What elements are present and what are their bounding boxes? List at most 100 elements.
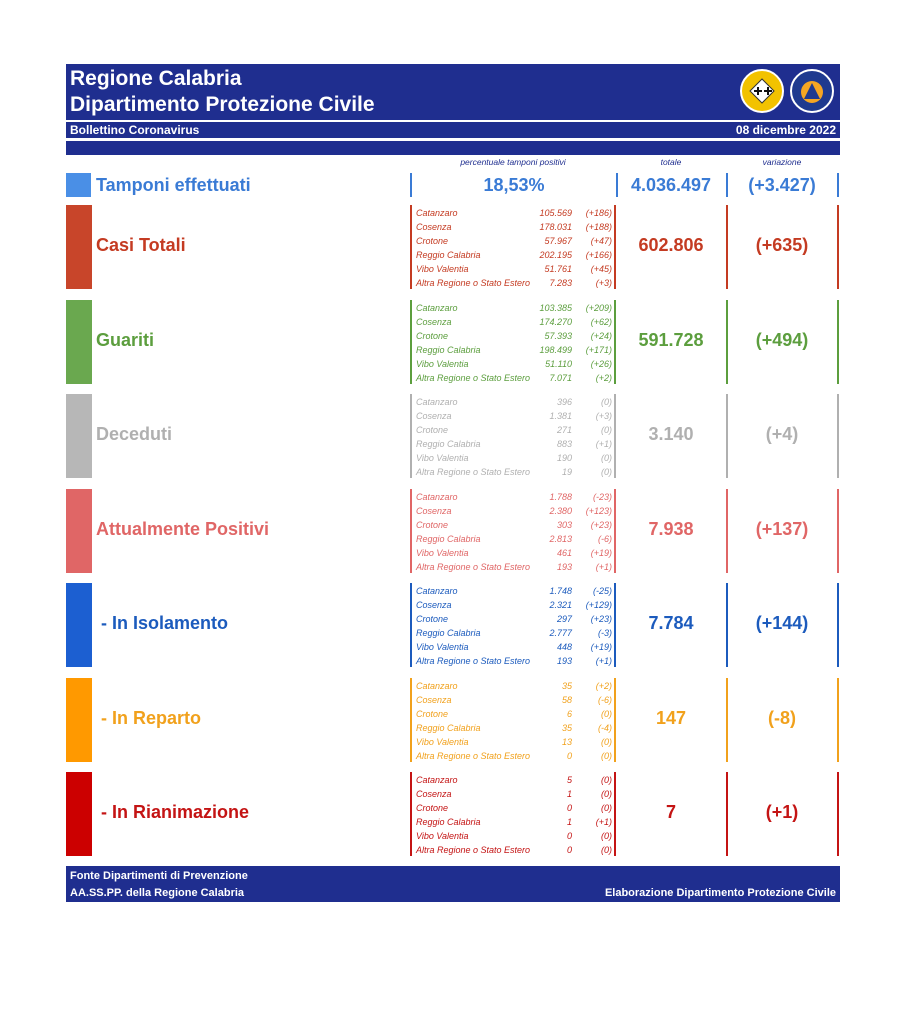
province-value: 2.321: [549, 600, 572, 610]
province-delta: (0): [601, 453, 612, 463]
category-label: Deceduti: [96, 424, 173, 444]
category-change: (+144): [755, 613, 809, 633]
province-value: 202.195: [539, 250, 572, 260]
province-row: Reggio Calabria 1 (+1): [416, 815, 614, 829]
title-department: Dipartimento Protezione Civile: [70, 93, 375, 116]
province-row: Cosenza 2.380 (+123): [416, 504, 614, 518]
province-delta: (+1): [595, 656, 612, 666]
province-row: Reggio Calabria 883 (+1): [416, 437, 614, 451]
province-name: Catanzaro: [416, 303, 458, 313]
province-delta: (0): [601, 789, 612, 799]
bulletin: Regione Calabria Dipartimento Protezione…: [66, 64, 840, 197]
province-row: Reggio Calabria 2.777 (-3): [416, 626, 614, 640]
province-delta: (-25): [592, 586, 612, 596]
logos: [740, 69, 834, 113]
category-row: Guariti Catanzaro 103.385 (+209) Cosenza 174.…: [66, 300, 840, 384]
header: Regione Calabria Dipartimento Protezione…: [66, 64, 840, 120]
province-name: Vibo Valentia: [416, 642, 469, 652]
footer-asp: AA.SS.PP. della Regione Calabria: [70, 887, 245, 899]
province-row: Vibo Valentia 0 (0): [416, 829, 614, 843]
province-delta: (+123): [585, 506, 612, 516]
province-value: 57.393: [544, 331, 572, 341]
category-total: 7.784: [648, 613, 694, 633]
province-row: Crotone 57.393 (+24): [416, 329, 614, 343]
province-delta: (+23): [590, 614, 612, 624]
province-name: Cosenza: [416, 789, 452, 799]
category-color-bar: [66, 205, 92, 289]
province-value: 2.813: [549, 534, 572, 544]
province-delta: (+45): [590, 264, 612, 274]
province-delta: (+1): [595, 439, 612, 449]
province-name: Vibo Valentia: [416, 453, 469, 463]
province-row: Catanzaro 105.569 (+186): [416, 206, 614, 220]
province-delta: (+186): [585, 208, 612, 218]
tamponi-label: Tamponi effettuati: [96, 175, 251, 195]
divider: [726, 300, 728, 384]
province-row: Vibo Valentia 51.110 (+26): [416, 357, 614, 371]
province-delta: (-3): [598, 628, 612, 638]
category-color-bar: [66, 300, 92, 384]
province-delta: (0): [601, 845, 612, 855]
province-delta: (-23): [592, 492, 612, 502]
province-value: 1: [566, 817, 572, 827]
province-value: 6: [566, 709, 572, 719]
province-name: Catanzaro: [416, 397, 458, 407]
province-name: Cosenza: [416, 600, 452, 610]
province-delta: (0): [601, 775, 612, 785]
category-label: - In Isolamento: [96, 613, 229, 633]
footer-elaboration: Elaborazione Dipartimento Protezione Civ…: [604, 887, 836, 899]
province-value: 297: [556, 614, 572, 624]
province-row: Reggio Calabria 198.499 (+171): [416, 343, 614, 357]
province-delta: (0): [601, 803, 612, 813]
province-row: Crotone 6 (0): [416, 707, 614, 721]
category-color-bar: [66, 394, 92, 478]
divider: [410, 173, 412, 197]
province-name: Crotone: [416, 331, 449, 341]
province-name: Altra Regione o Stato Estero: [416, 467, 531, 477]
category-row: - In Isolamento Catanzaro 1.748 (-25) Cosenz…: [66, 583, 840, 667]
province-name: Altra Regione o Stato Estero: [416, 845, 531, 855]
province-row: Altra Regione o Stato Estero 7.283 (+3): [416, 276, 614, 290]
divider: [726, 678, 728, 762]
province-breakdown: Catanzaro 35 (+2) Cosenza 58 (-6) Crotone 6 (0) R…: [410, 678, 616, 762]
province-row: Cosenza 178.031 (+188): [416, 220, 614, 234]
province-name: Catanzaro: [416, 775, 458, 785]
footer: Fonte Dipartimenti di Prevenzione AA.SS.…: [66, 866, 840, 902]
province-row: Crotone 303 (+23): [416, 518, 614, 532]
divider: [837, 678, 839, 762]
divider: [837, 583, 839, 667]
province-value: 271: [556, 425, 572, 435]
category-total: 3.140: [648, 424, 694, 444]
province-delta: (+2): [595, 681, 612, 691]
province-value: 1.381: [549, 411, 572, 421]
province-row: Catanzaro 1.788 (-23): [416, 490, 614, 504]
title-region: Regione Calabria: [70, 67, 242, 90]
province-row: Altra Regione o Stato Estero 193 (+1): [416, 654, 614, 668]
province-row: Vibo Valentia 461 (+19): [416, 546, 614, 560]
divider: [837, 300, 839, 384]
province-name: Cosenza: [416, 695, 452, 705]
province-breakdown: Catanzaro 105.569 (+186) Cosenza 178.031 (+18…: [410, 205, 616, 289]
province-name: Reggio Calabria: [416, 817, 481, 827]
province-delta: (-4): [598, 723, 612, 733]
province-row: Altra Regione o Stato Estero 7.071 (+2): [416, 371, 614, 385]
divider: [837, 205, 839, 289]
province-delta: (+3): [595, 411, 612, 421]
province-value: 51.110: [545, 359, 572, 369]
province-name: Vibo Valentia: [416, 264, 469, 274]
province-breakdown: Catanzaro 103.385 (+209) Cosenza 174.270 (+62…: [410, 300, 616, 384]
col-perc-header: percentuale tamponi positivi: [460, 157, 566, 167]
province-name: Altra Regione o Stato Estero: [416, 562, 531, 572]
province-row: Cosenza 58 (-6): [416, 693, 614, 707]
category-label: Guariti: [96, 330, 155, 350]
province-row: Altra Regione o Stato Estero 0 (0): [416, 843, 614, 857]
tamponi-total: 4.036.497: [630, 175, 712, 195]
province-value: 35: [561, 723, 572, 733]
province-name: Catanzaro: [416, 492, 458, 502]
province-row: Catanzaro 1.748 (-25): [416, 584, 614, 598]
province-name: Cosenza: [416, 222, 452, 232]
province-name: Catanzaro: [416, 586, 458, 596]
divider: [726, 394, 728, 478]
subheader-bar: Bollettino Coronavirus 08 dicembre 2022: [66, 122, 840, 138]
province-breakdown: Catanzaro 1.748 (-25) Cosenza 2.321 (+129) Cro…: [410, 583, 616, 667]
